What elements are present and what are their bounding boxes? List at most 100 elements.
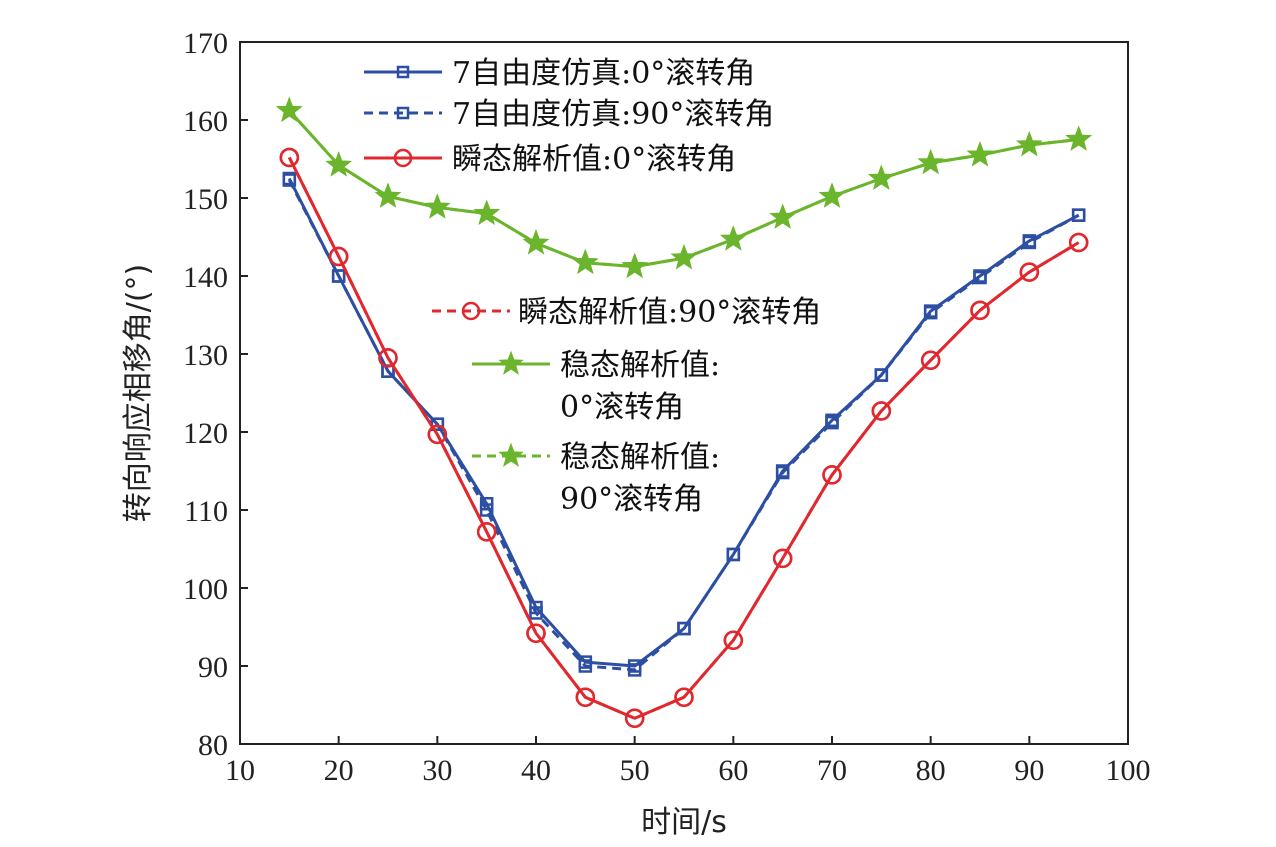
- legend-item-0: 7自由度仿真:0°滚转角: [364, 56, 755, 91]
- series-1-point: [1071, 208, 1086, 222]
- legend-label: 7自由度仿真:90°滚转角: [452, 97, 774, 132]
- series-3-point: [723, 630, 744, 651]
- series-5-point: [276, 96, 303, 122]
- legend-marker: [393, 148, 413, 168]
- series-5-point: [1016, 131, 1043, 157]
- series-1-point: [726, 547, 741, 562]
- series-1-point: [973, 270, 987, 285]
- x-tick-label: 70: [817, 754, 847, 787]
- y-tick-label: 150: [183, 183, 228, 216]
- series-5-point: [473, 199, 500, 225]
- x-tick-label: 100: [1106, 754, 1151, 787]
- legend-label: 稳态解析值: 90°滚转角: [560, 440, 720, 517]
- legend-label-line: 7自由度仿真:0°滚转角: [452, 56, 755, 91]
- ticks-layer: 10 20 30 40 50 60 70 80 90 100 80 90 100 110 120 130 140…: [183, 27, 1151, 787]
- series-5-point: [374, 182, 402, 208]
- legend-marker: [461, 301, 481, 321]
- legend-item-4: 稳态解析值: 0°滚转角: [472, 348, 720, 425]
- legend-label-line: 瞬态解析值:90°滚转角: [518, 295, 821, 330]
- series-3-line: [287, 156, 1080, 720]
- axes-layer: [239, 41, 1129, 745]
- series-1-point: [578, 659, 593, 673]
- series-3-point: [526, 623, 546, 643]
- series-1-point: [627, 663, 642, 677]
- x-tick-label: 20: [324, 754, 354, 787]
- legend-marker: [396, 65, 410, 79]
- series-2: [279, 147, 1089, 729]
- series-1-point: [825, 415, 839, 430]
- y-tick-label: 160: [183, 105, 228, 138]
- legend-label-line: 0°滚转角: [560, 390, 684, 425]
- series-3-point: [328, 246, 349, 267]
- y-tick-label: 120: [183, 417, 228, 450]
- series-3-point: [1019, 262, 1040, 282]
- x-tick-label: 30: [422, 754, 452, 787]
- legend-marker: [498, 442, 524, 467]
- legend-marker: [498, 350, 524, 375]
- series-1-point: [331, 269, 346, 283]
- series-5-point: [720, 225, 747, 251]
- legend-label: 7自由度仿真:0°滚转角: [452, 56, 755, 91]
- x-tick-label: 10: [225, 754, 255, 787]
- legend-label: 瞬态解析值:90°滚转角: [518, 295, 821, 330]
- plot-frame: [239, 41, 1129, 745]
- series-layer: [276, 96, 1092, 729]
- series-5-point: [818, 182, 846, 208]
- y-tick-label: 130: [183, 339, 228, 372]
- legend-item-1: 7自由度仿真:90°滚转角: [364, 97, 774, 132]
- x-tick-label: 90: [1014, 754, 1044, 787]
- series-3-point: [674, 687, 694, 707]
- series-5-point: [966, 141, 994, 167]
- series-3-point: [427, 424, 448, 445]
- legend-marker: [396, 106, 410, 120]
- legend-label-line: 7自由度仿真:90°滚转角: [452, 97, 774, 132]
- legend-label: 稳态解析值: 0°滚转角: [560, 348, 720, 425]
- series-3-point: [822, 465, 842, 485]
- y-tick-label: 100: [183, 573, 228, 606]
- x-tick-label: 50: [620, 754, 650, 787]
- series-1-point: [775, 465, 790, 480]
- series-5-point: [1065, 125, 1092, 151]
- legend-label-line: 稳态解析值:: [560, 440, 720, 475]
- series-5-point: [621, 252, 648, 278]
- legend-item-2: 瞬态解析值:0°滚转角: [364, 142, 736, 177]
- legend: 7自由度仿真:0°滚转角 7自由度仿真:90°滚转角瞬态解析值:0°滚转角瞬态解析…: [364, 56, 821, 517]
- series-1-point: [677, 621, 691, 636]
- legend-label-line: 瞬态解析值:0°滚转角: [452, 142, 736, 177]
- series-1-point: [874, 368, 889, 382]
- series-5-point: [325, 151, 352, 177]
- legend-item-5: 稳态解析值: 90°滚转角: [472, 440, 720, 517]
- series-3-point: [871, 401, 892, 421]
- series-3-point: [575, 687, 596, 707]
- series-3: [279, 147, 1089, 729]
- x-tick-label: 40: [521, 754, 551, 787]
- series-1-point: [529, 606, 543, 620]
- series-3-point: [624, 708, 645, 729]
- x-tick-label: 80: [916, 754, 946, 787]
- series-3-point: [279, 147, 300, 168]
- x-tick-label: 60: [718, 754, 748, 787]
- series-5-point: [670, 244, 698, 270]
- series-1-point: [479, 503, 494, 517]
- series-5: [276, 96, 1092, 278]
- y-tick-label: 110: [184, 495, 228, 528]
- series-1-point: [282, 173, 297, 187]
- y-tick-label: 90: [198, 651, 228, 684]
- y-axis-title: 转向响应相移角/(°): [121, 264, 156, 523]
- y-tick-label: 80: [198, 729, 228, 762]
- series-3-point: [772, 548, 793, 569]
- series-5-point: [572, 248, 599, 275]
- series-3-point: [476, 522, 497, 542]
- series-5-point: [522, 229, 550, 255]
- series-1-point: [1022, 235, 1037, 250]
- series-3-point: [1068, 232, 1089, 253]
- series-5-point: [868, 164, 895, 190]
- x-axis-title: 时间/s: [641, 805, 727, 840]
- series-3-point: [970, 300, 990, 321]
- y-tick-label: 140: [183, 261, 228, 294]
- series-5-point: [917, 148, 944, 175]
- legend-label-line: 90°滚转角: [560, 482, 703, 517]
- series-5-point: [424, 193, 451, 219]
- series-4-line: [288, 109, 1079, 269]
